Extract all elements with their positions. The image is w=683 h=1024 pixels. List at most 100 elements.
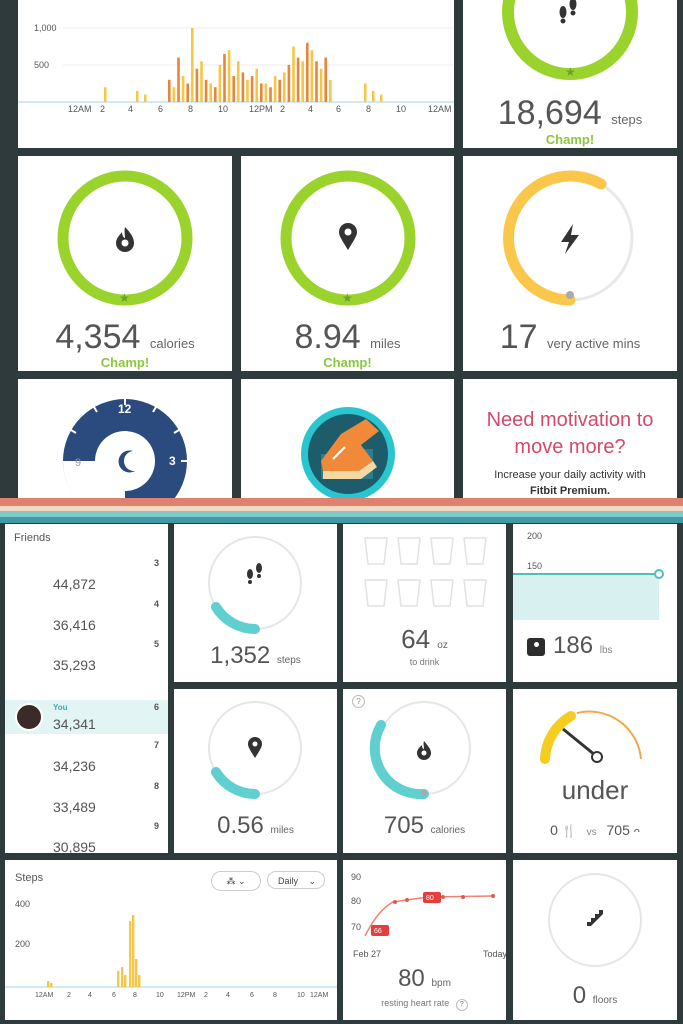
calories-tile[interactable]: ★ 4,354 calories Champ! (18, 156, 232, 371)
hourly-bar (364, 83, 367, 102)
friend-row[interactable]: 7 34,236 (5, 740, 168, 776)
hourly-bar (310, 50, 314, 102)
hourly-bar (144, 94, 147, 102)
distance-tile[interactable]: ★ 8.94 miles Champ! (241, 156, 454, 371)
hourly-steps-chart: 1,000 500 12AM 2 4 6 8 10 12PM 2 4 6 8 10 12AM (18, 23, 454, 114)
steps-mini-value-row: 1,352 steps (174, 642, 337, 670)
calorie-balance-tile[interactable]: under 0 🍴 vs 705 ᴖ (513, 689, 677, 853)
hourly-x-tick: 12AM (428, 104, 452, 114)
activity-type-dropdown[interactable]: ⁂ ⌄ (211, 871, 261, 891)
motivation-body: Increase your daily activity with (494, 469, 646, 481)
hourly-x-tick: 10 (396, 104, 406, 114)
steps-mini-unit: steps (276, 655, 301, 666)
daily-steps-bar (50, 983, 53, 987)
badge-tile[interactable] (241, 379, 454, 500)
distance-mini-unit: miles (270, 825, 294, 836)
daily-steps-bar (117, 971, 120, 987)
hourly-bar (306, 42, 309, 102)
hourly-x-ticks: 12AM 2 4 6 8 10 12PM 2 4 6 8 10 12AM (68, 104, 452, 114)
friends-title: Friends (14, 532, 51, 544)
weight-tile[interactable]: 200 150 100 186 lbs (513, 524, 677, 682)
hourly-bar (136, 90, 139, 102)
hourly-bar (241, 72, 245, 102)
hourly-bar (283, 72, 286, 102)
calories-ring: ★ (57, 170, 193, 306)
sleep-tile[interactable]: 12 9 3 (18, 379, 232, 500)
lightning-icon (561, 224, 579, 254)
period-dropdown[interactable]: Daily ⌄ (267, 871, 325, 889)
friend-row[interactable]: 8 33,489 (5, 781, 168, 817)
heart-rate-tile[interactable]: 90 80 70 80 66 Feb 27 Today 80 bpm resti… (343, 860, 506, 1020)
weight-chart: 200 150 100 (513, 531, 664, 620)
daily-steps-bar (124, 975, 127, 987)
hourly-bar (227, 50, 231, 102)
hourly-bar (301, 61, 304, 102)
daily-steps-bar (138, 975, 141, 987)
chevron-down-icon: ⌄ (237, 876, 246, 886)
star-icon: ★ (565, 65, 576, 79)
location-pin-icon (339, 223, 357, 250)
heart-rate-unit: bpm (431, 978, 451, 989)
daily-steps-bar (129, 921, 132, 987)
hourly-bar (209, 83, 212, 102)
calorie-balance-status: under (561, 775, 629, 805)
hourly-bar (264, 83, 268, 102)
dial-label-12: 12 (118, 402, 132, 416)
help-icon[interactable]: ? (352, 695, 365, 708)
water-tile[interactable]: 64 oz to drink (343, 524, 506, 682)
steps-mini-ring (208, 536, 302, 634)
steps-chart-title: Steps (15, 872, 44, 884)
friend-rank: 3 (153, 558, 159, 568)
daily-x-tick: 12AM (35, 992, 53, 999)
flame-icon (417, 741, 431, 760)
steps-tile[interactable]: ★ 18,694 steps Champ! (463, 0, 677, 148)
floors-value-row: 0 floors (513, 982, 677, 1010)
active-minutes-unit: very active mins (547, 336, 641, 351)
distance-value: 8.94 (294, 318, 361, 356)
hourly-bar (269, 87, 272, 102)
steps-mini-tile[interactable]: 1,352 steps (174, 524, 337, 682)
friend-row[interactable]: 3 44,872 (5, 558, 168, 594)
hourly-bar (172, 87, 176, 102)
weight-y-tick-150: 150 (527, 561, 542, 571)
steps-unit: steps (611, 112, 643, 127)
hourly-bar (168, 79, 171, 102)
premium-link[interactable]: Fitbit Premium. (529, 485, 611, 497)
avatar[interactable] (15, 702, 43, 731)
heart-rate-chart: 90 80 70 80 66 Feb 27 Today (351, 872, 506, 959)
floors-tile[interactable]: 0 floors (513, 860, 677, 1020)
calories-mini-tile[interactable]: ? 705 calories (343, 689, 506, 853)
daily-x-tick: 12AM (310, 992, 328, 999)
hourly-bars (104, 28, 383, 102)
footsteps-icon (559, 0, 577, 24)
daily-steps-bars (47, 915, 141, 987)
steps-chart-tile[interactable]: Steps ⁂ ⌄ Daily ⌄ 400 200 12AM 2 4 6 8 10 12PM… (5, 860, 337, 1020)
hourly-x-tick: 12AM (68, 104, 92, 114)
calories-mini-unit: calories (430, 825, 466, 836)
friend-row-you[interactable]: 6 34,341 You (5, 699, 168, 734)
divider-stripe-teal (0, 517, 683, 523)
motivation-tile[interactable]: Need motivation to move more? Increase y… (463, 379, 677, 500)
hourly-bar (237, 61, 240, 102)
friend-row[interactable]: 4 36,416 (5, 599, 168, 635)
footsteps-icon (247, 563, 262, 584)
friend-row[interactable]: 5 35,293 (5, 639, 168, 675)
active-minutes-tile[interactable]: 17 very active mins (463, 156, 677, 371)
help-icon[interactable]: ? (455, 999, 468, 1011)
flame-icon: ᴖ (633, 826, 640, 838)
hourly-x-tick: 6 (158, 104, 163, 114)
hourly-steps-chart-tile[interactable]: 1,000 500 12AM 2 4 6 8 10 12PM 2 4 6 8 10 12AM (18, 0, 454, 148)
hr-y-tick-90: 90 (351, 872, 361, 882)
hourly-bar (273, 76, 277, 102)
friend-row[interactable]: 9 30,895 (5, 821, 168, 853)
steps-y-tick-400: 400 (15, 899, 30, 909)
steps-value: 18,694 (497, 94, 602, 132)
distance-mini-value: 0.56 (217, 812, 264, 839)
distance-mini-tile[interactable]: 0.56 miles (174, 689, 337, 853)
distance-value-row: 8.94 miles (241, 318, 454, 357)
friends-leaderboard-tile[interactable]: Friends 3 44,872 4 36,416 5 35,293 6 34,341 You 7… (5, 524, 168, 853)
calories-unit: calories (149, 336, 195, 351)
hourly-bar (246, 79, 249, 102)
daily-steps-bar (47, 981, 50, 987)
daily-x-tick: 6 (250, 992, 254, 999)
